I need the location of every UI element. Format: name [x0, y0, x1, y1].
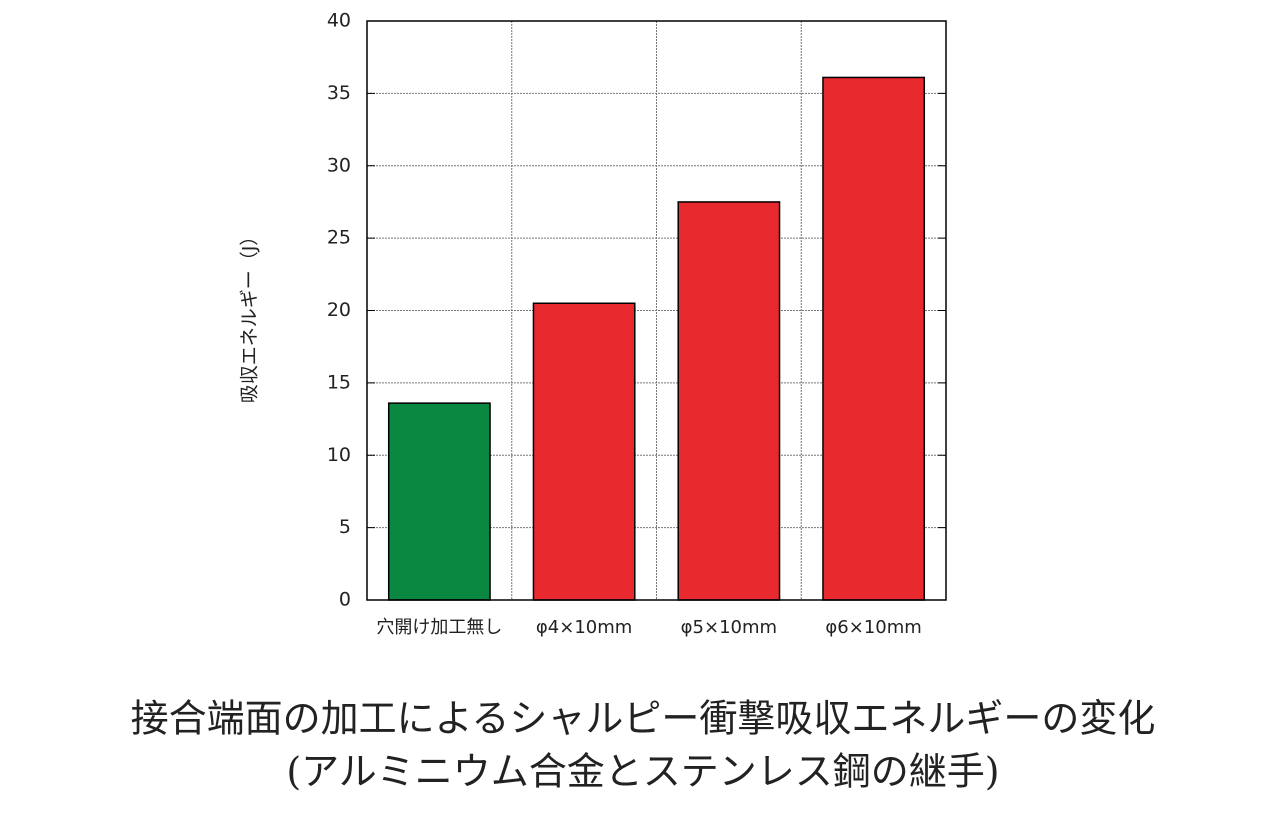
- x-tick-label: φ6×10mm: [825, 617, 921, 638]
- x-tick-label: 穴開け加工無し: [376, 617, 502, 638]
- y-tick-label: 5: [339, 516, 351, 538]
- bar: [822, 76, 926, 601]
- plot-frame: [366, 20, 947, 601]
- x-tick-label: φ5×10mm: [681, 617, 777, 638]
- y-tick-label: 15: [327, 371, 351, 393]
- y-tick-label: 40: [327, 10, 351, 32]
- chart-title: 接合端面の加工によるシャルピー衝撃吸収エネルギーの変化: [131, 697, 1156, 741]
- y-tick-label: 35: [327, 82, 351, 104]
- chart-subtitle: (アルミニウム合金とステンレス鋼の継手): [286, 750, 999, 794]
- y-tick-label: 30: [327, 154, 351, 176]
- y-tick-label: 0: [339, 589, 351, 611]
- y-tick-label: 25: [327, 227, 351, 249]
- y-tick-label: 20: [327, 299, 351, 321]
- x-tick-label: φ4×10mm: [536, 617, 632, 638]
- y-axis-label: 吸収エネルギー（J）: [239, 227, 261, 404]
- bar: [387, 402, 491, 601]
- y-tick-label: 10: [327, 444, 351, 466]
- bar: [677, 201, 781, 601]
- bar: [532, 302, 636, 601]
